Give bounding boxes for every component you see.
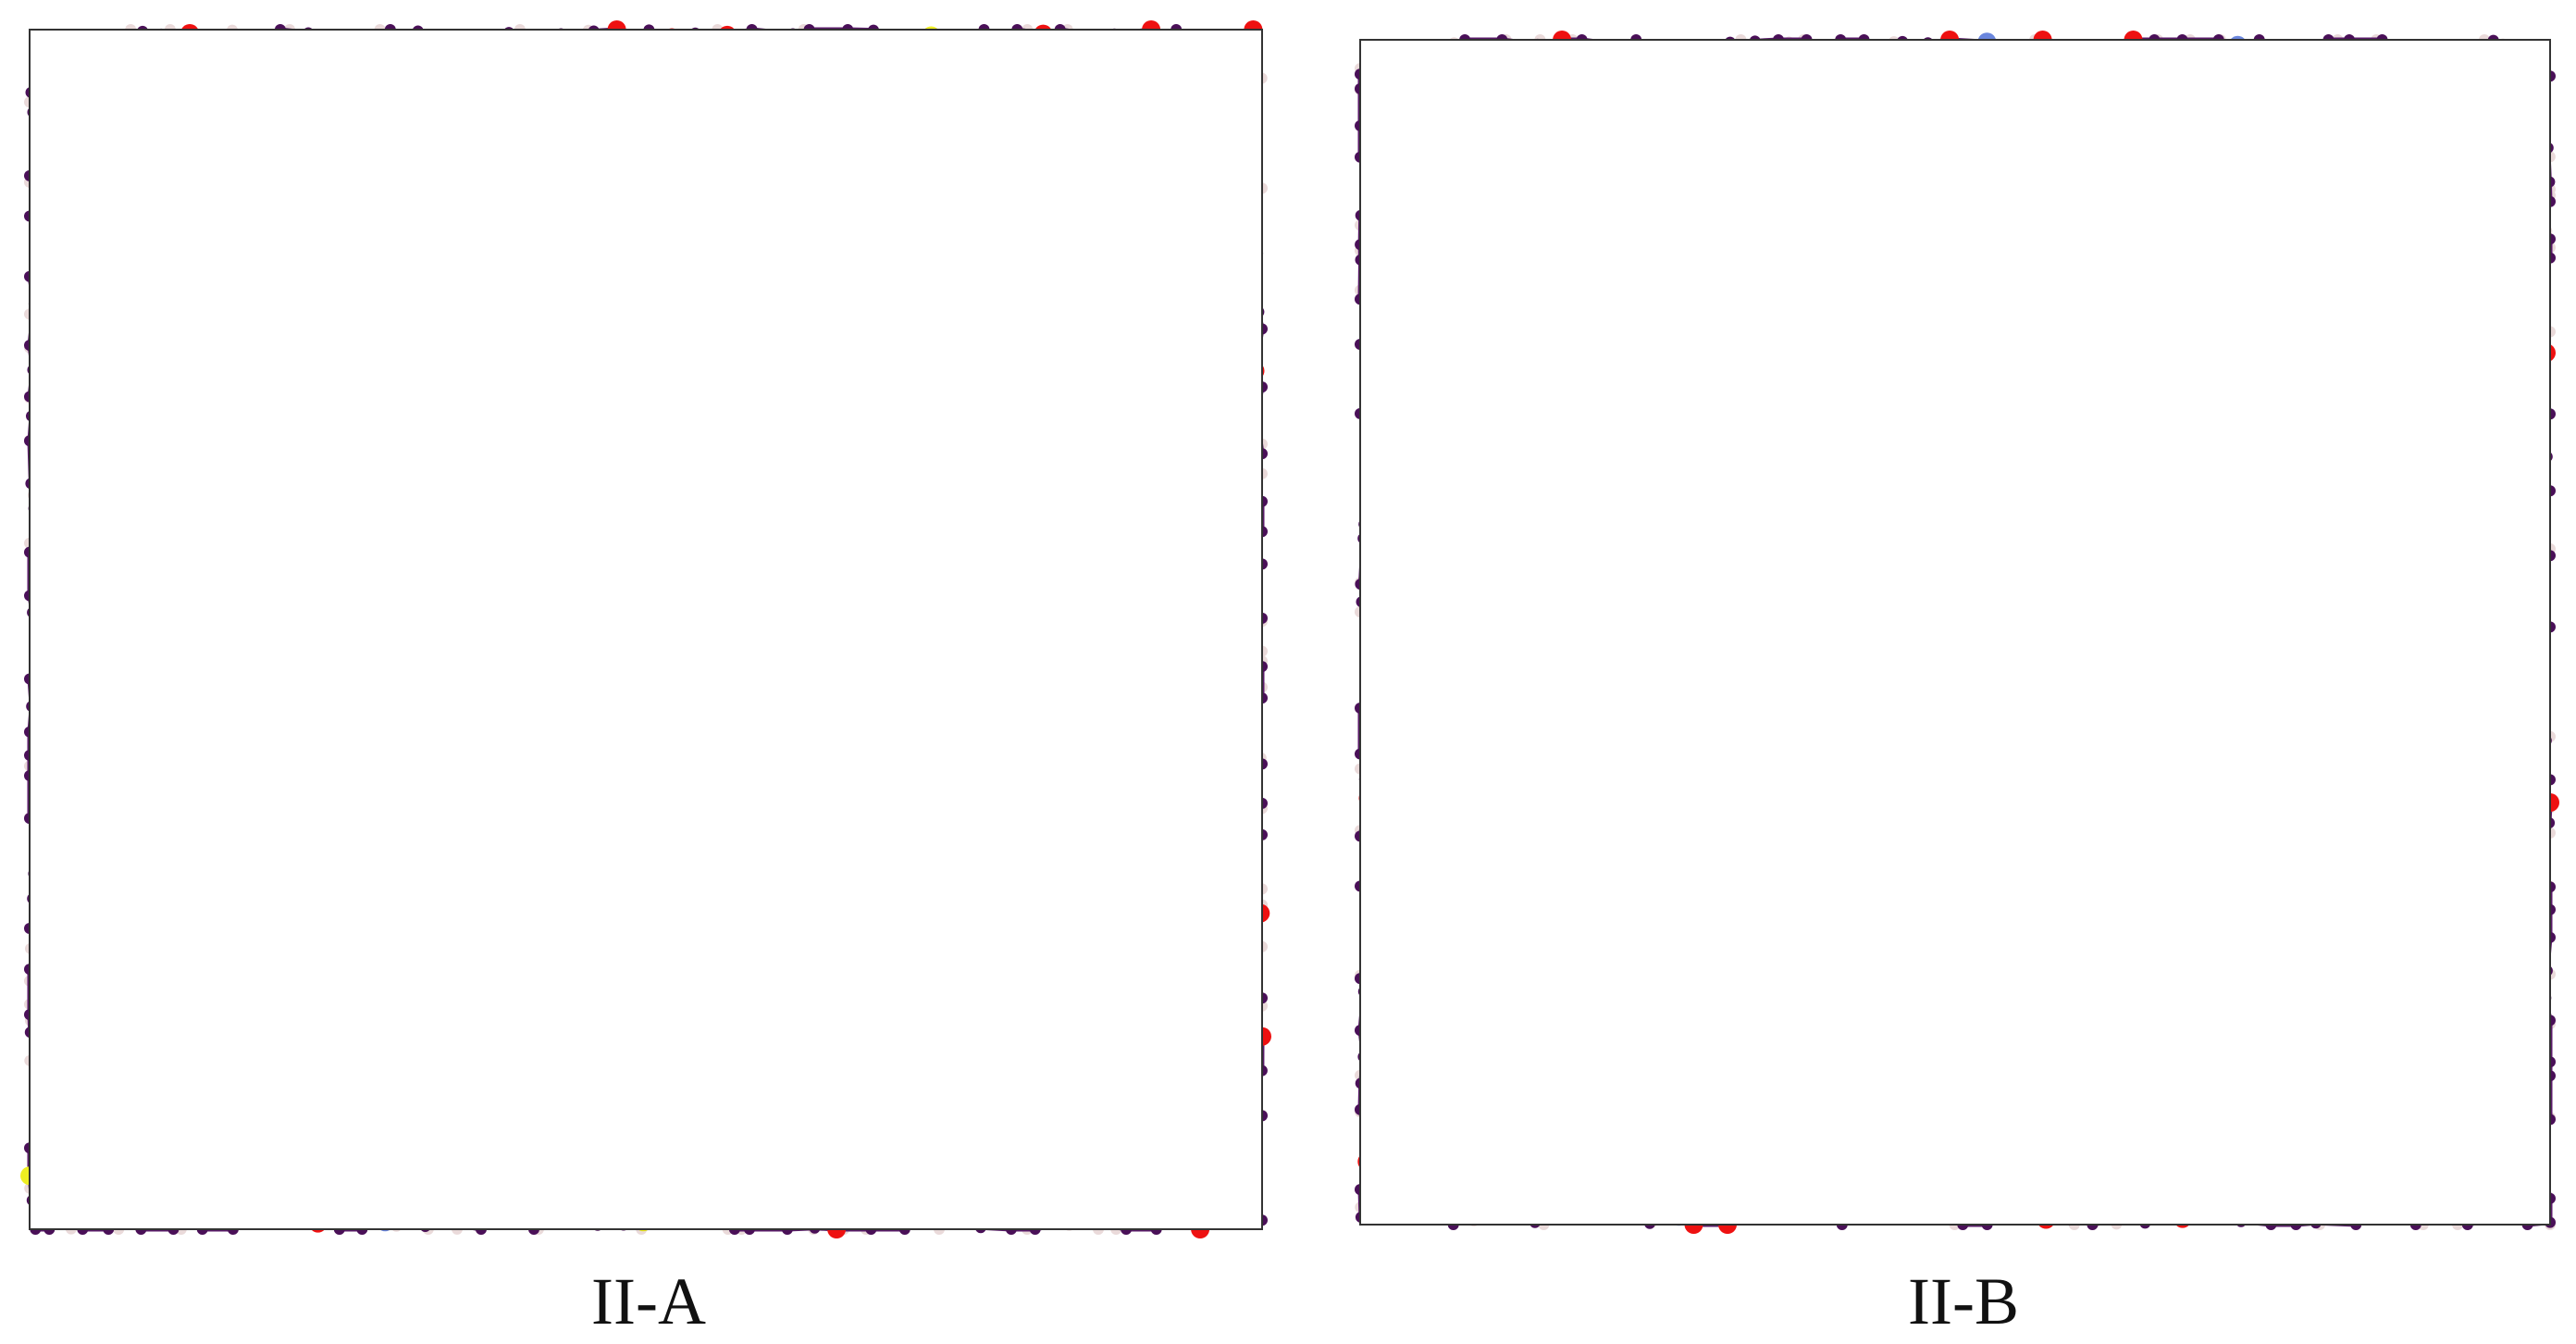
panel-frame [29,29,1263,1230]
panel-label: II-A [591,1264,706,1338]
panel: II-A [20,20,1271,1338]
panel: II-B [1355,31,2559,1338]
